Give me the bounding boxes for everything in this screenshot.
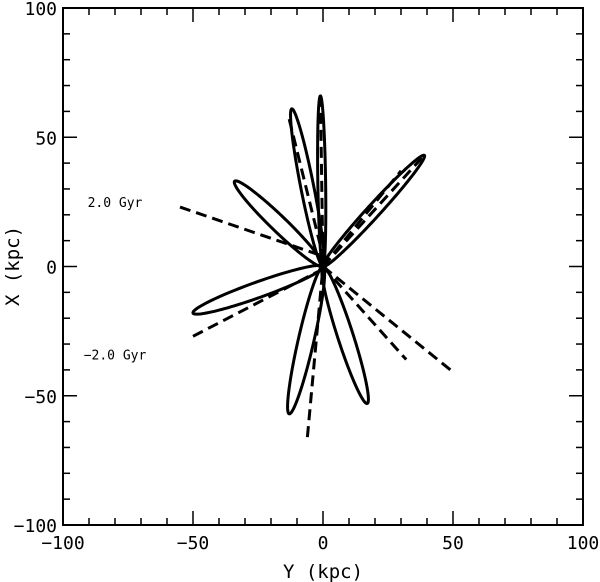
y-tick-label-2: 0 [46,258,57,279]
orbit-dashed-segment-1 [318,95,325,267]
orbit-loop-4 [191,263,325,316]
y-tick-label-4: 100 [24,0,57,20]
x-tick-label-1: −50 [177,533,210,554]
orbit-dashed-segment-8 [321,265,408,361]
annotation-1: −2.0 Gyr [84,348,147,363]
orbit-dashed-segment-7 [322,265,452,372]
tick-labels: −100 −50 0 50 100 −100 −50 0 50 100 [14,0,600,554]
plot-frame [62,7,584,526]
y-tick-label-0: −100 [14,516,57,537]
orbit-loop-5 [286,265,327,416]
y-tick-label-3: 50 [35,128,57,149]
orbit-dashed-segment-2 [179,205,324,258]
x-axis-title: Y (kpc) [283,561,363,582]
annotations: 2.0 Gyr −2.0 Gyr [84,196,147,364]
orbit-dashed-segment-0 [287,118,325,257]
x-tick-label-0: −100 [41,533,84,554]
orbit-loop-6 [320,264,370,406]
orbit-dashed-segment-6 [305,266,325,438]
x-tick-label-2: 0 [318,533,329,554]
orbit-dashed-segment-4 [321,156,423,268]
y-tick-label-1: −50 [24,387,57,408]
x-tick-label-3: 50 [442,533,464,554]
x-tick-label-4: 100 [567,533,600,554]
annotation-0: 2.0 Gyr [88,196,143,211]
y-axis-title: X (kpc) [2,226,24,306]
orbit-dashed-segment-5 [192,270,319,338]
orbit-curves [179,94,452,438]
